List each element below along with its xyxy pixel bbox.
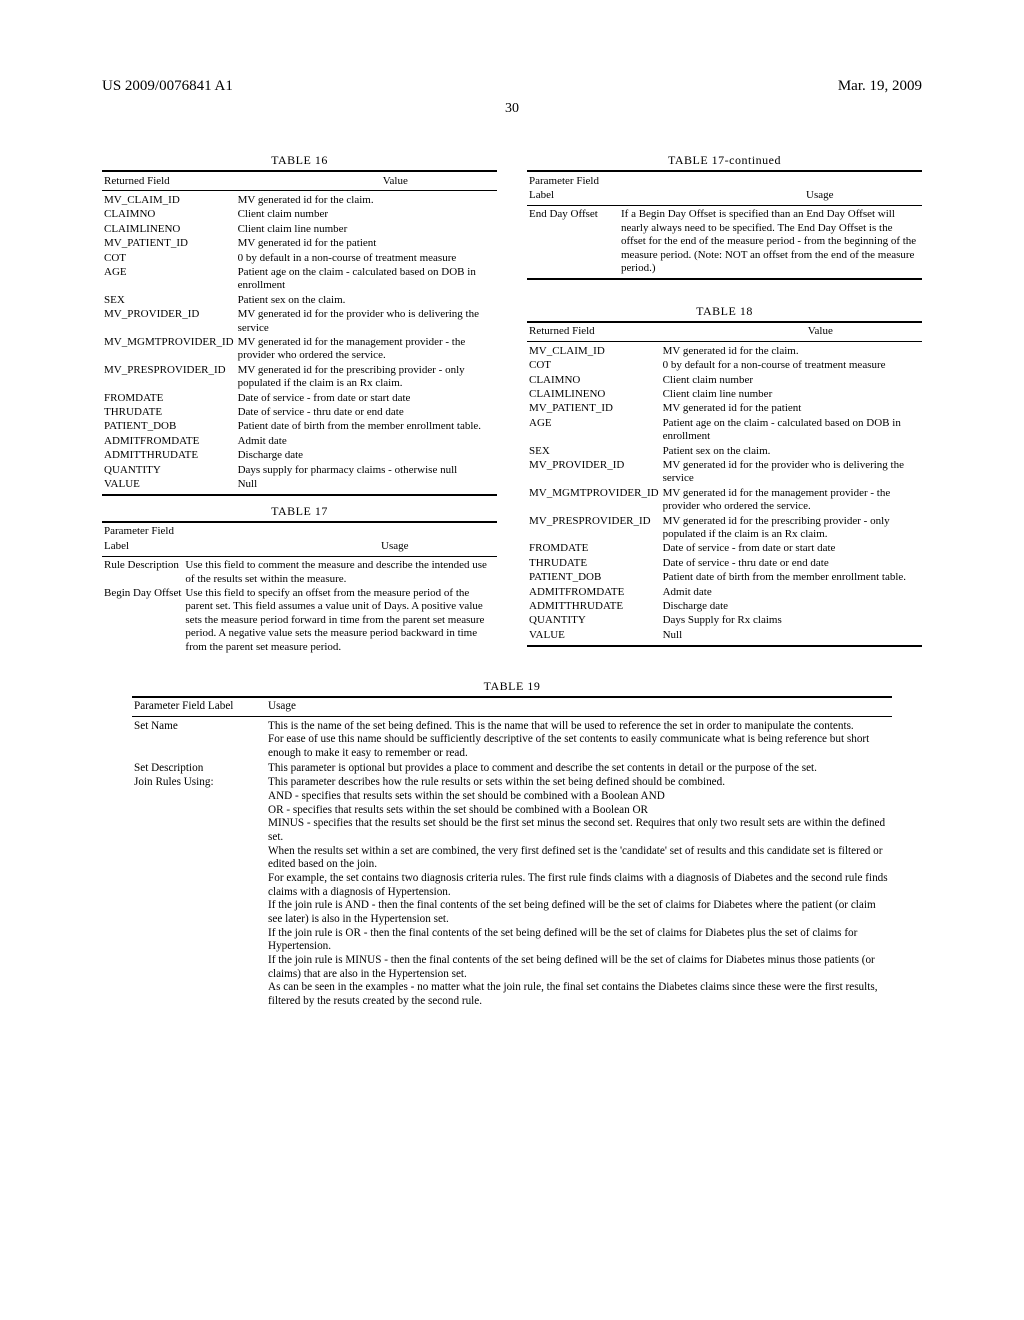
table-row: FROMDATEDate of service - from date or s…: [102, 391, 497, 405]
table-row: MV_PROVIDER_IDMV generated id for the pr…: [527, 459, 922, 487]
table-row: THRUDATEDate of service - thru date or e…: [527, 556, 922, 570]
table-18-col1: Returned Field: [527, 325, 806, 339]
page-number: 30: [102, 101, 922, 117]
table-row: QUANTITYDays supply for pharmacy claims …: [102, 463, 497, 477]
doc-number: US 2009/0076841 A1: [102, 78, 233, 95]
table-row: COT0 by default in a non-course of treat…: [102, 251, 497, 265]
table-row: SEXPatient sex on the claim.: [102, 293, 497, 307]
table-17-header: Parameter Field LabelUsage: [102, 525, 497, 554]
table-19-col1: Parameter Field Label: [132, 700, 266, 715]
table-16: Returned Field Value: [102, 174, 497, 188]
table-19-col2: Usage: [266, 700, 892, 715]
table-16-body: MV_CLAIM_IDMV generated id for the claim…: [102, 193, 497, 492]
table-row: CLAIMLINENOClient claim line number: [527, 387, 922, 401]
table-16-caption: TABLE 16: [102, 153, 497, 168]
table-row: PATIENT_DOBPatient date of birth from th…: [527, 571, 922, 585]
table-row: PATIENT_DOBPatient date of birth from th…: [102, 420, 497, 434]
table-row: MV_PROVIDER_IDMV generated id for the pr…: [102, 308, 497, 336]
table-row: AGEPatient age on the claim - calculated…: [527, 416, 922, 444]
table-row: ADMITFROMDATEAdmit date: [102, 434, 497, 448]
page-header: US 2009/0076841 A1 Mar. 19, 2009: [102, 78, 922, 95]
table-17-col2: Usage: [379, 539, 497, 553]
table-19-header: Parameter Field Label Usage: [132, 700, 892, 715]
table-18-header: Returned Field Value: [527, 325, 922, 339]
table-row: QUANTITYDays Supply for Rx claims: [527, 614, 922, 628]
page: US 2009/0076841 A1 Mar. 19, 2009 30 TABL…: [0, 0, 1024, 1320]
table-row: MV_MGMTPROVIDER_IDMV generated id for th…: [102, 335, 497, 363]
table-17c-col1b: Label: [527, 188, 804, 202]
table-row: VALUENull: [527, 628, 922, 642]
table-16-col1-header: Returned Field: [102, 174, 381, 188]
table-row: Rule DescriptionUse this field to commen…: [102, 559, 497, 587]
table-row: FROMDATEDate of service - from date or s…: [527, 542, 922, 556]
table-17-col1a: Parameter Field: [102, 525, 379, 539]
table-19-body: Set NameThis is the name of the set bein…: [132, 719, 892, 1009]
table-row: MV_PRESPROVIDER_IDMV generated id for th…: [527, 514, 922, 542]
table-row: Set NameThis is the name of the set bein…: [132, 719, 892, 761]
table-19-caption: TABLE 19: [132, 679, 892, 694]
table-17c-header: Parameter Field LabelUsage: [527, 174, 922, 203]
table-row: Set DescriptionThis parameter is optiona…: [132, 761, 892, 776]
table-17c-col1a: Parameter Field: [527, 174, 804, 188]
table-row: ADMITTHRUDATEDischarge date: [102, 449, 497, 463]
doc-date: Mar. 19, 2009: [838, 78, 922, 95]
left-column: TABLE 16 Returned Field Value MV_CLAIM_I…: [102, 145, 497, 655]
table-row: CLAIMLINENOClient claim line number: [102, 222, 497, 236]
table-row: ADMITTHRUDATEDischarge date: [527, 600, 922, 614]
table-row: MV_PRESPROVIDER_IDMV generated id for th…: [102, 363, 497, 391]
table-17c-body: End Day OffsetIf a Begin Day Offset is s…: [527, 208, 922, 276]
table-row: MV_PATIENT_IDMV generated id for the pat…: [527, 402, 922, 416]
table-17c-caption: TABLE 17-continued: [527, 153, 922, 168]
table-row: MV_CLAIM_IDMV generated id for the claim…: [102, 193, 497, 207]
table-row: Join Rules Using:This parameter describe…: [132, 776, 892, 1009]
table-17-caption: TABLE 17: [102, 504, 497, 519]
table-row: COT0 by default for a non-course of trea…: [527, 359, 922, 373]
table-row: SEXPatient sex on the claim.: [527, 444, 922, 458]
table-row: VALUENull: [102, 478, 497, 492]
table-row: AGEPatient age on the claim - calculated…: [102, 265, 497, 293]
table-18-caption: TABLE 18: [527, 304, 922, 319]
right-column: TABLE 17-continued Parameter Field Label…: [527, 145, 922, 655]
table-row: Begin Day OffsetUse this field to specif…: [102, 587, 497, 655]
table-row: THRUDATEDate of service - thru date or e…: [102, 406, 497, 420]
table-18-body: MV_CLAIM_IDMV generated id for the claim…: [527, 344, 922, 643]
table-18-col2: Value: [806, 325, 922, 339]
table-row: MV_MGMTPROVIDER_IDMV generated id for th…: [527, 486, 922, 514]
table-row: MV_PATIENT_IDMV generated id for the pat…: [102, 237, 497, 251]
table-row: MV_CLAIM_IDMV generated id for the claim…: [527, 344, 922, 358]
table-17-col1b: Label: [102, 539, 379, 553]
two-column-region: TABLE 16 Returned Field Value MV_CLAIM_I…: [102, 145, 922, 655]
table-row: CLAIMNOClient claim number: [102, 208, 497, 222]
table-17c-col2: Usage: [804, 188, 922, 202]
table-row: ADMITFROMDATEAdmit date: [527, 585, 922, 599]
table-row: CLAIMNOClient claim number: [527, 373, 922, 387]
table-19-region: TABLE 19 Parameter Field Label Usage Set…: [132, 679, 892, 1009]
table-17-body: Rule DescriptionUse this field to commen…: [102, 559, 497, 655]
table-row: End Day OffsetIf a Begin Day Offset is s…: [527, 208, 922, 276]
table-16-col2-header: Value: [381, 174, 497, 188]
